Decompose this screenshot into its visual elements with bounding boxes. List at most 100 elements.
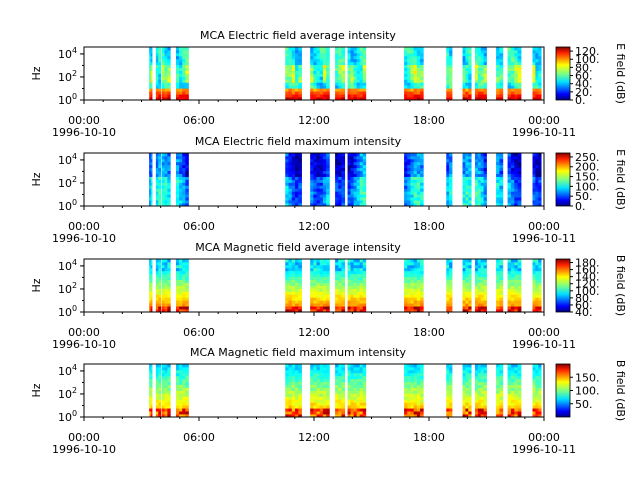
spectrogram-cell xyxy=(319,67,324,71)
spectrogram-cell xyxy=(341,387,346,391)
spectrogram-cell xyxy=(149,52,152,57)
spectrogram-cell xyxy=(446,58,450,63)
spectrogram-cell xyxy=(176,85,180,89)
spectrogram-cell xyxy=(182,82,186,86)
spectrogram-cell xyxy=(483,276,487,281)
spectrogram-cell xyxy=(316,158,321,163)
spectrogram-cell xyxy=(185,405,189,409)
spectrogram-cell xyxy=(298,97,302,101)
spectrogram-cell xyxy=(535,364,539,368)
spectrogram-cell xyxy=(313,306,317,310)
spectrogram-cell xyxy=(182,402,186,406)
spectrogram-cell xyxy=(341,279,346,283)
spectrogram-cell xyxy=(295,203,299,207)
spectrogram-cell xyxy=(161,384,165,388)
spectrogram-cell xyxy=(538,291,542,295)
spectrogram-cell xyxy=(510,185,515,189)
spectrogram-cell xyxy=(449,279,453,283)
spectrogram-cell xyxy=(326,82,330,86)
spectrogram-cell xyxy=(475,273,479,278)
spectrogram-cell xyxy=(179,52,183,57)
spectrogram-cell xyxy=(449,185,453,189)
spectrogram-cell xyxy=(149,73,152,77)
spectrogram-cell xyxy=(182,194,186,198)
spectrogram-cell xyxy=(161,200,165,204)
spectrogram-cell xyxy=(161,203,165,207)
spectrogram-cell xyxy=(335,387,339,391)
spectrogram-cell xyxy=(496,153,500,157)
spectrogram-cell xyxy=(507,58,512,63)
spectrogram-cell xyxy=(535,288,539,292)
spectrogram-cell xyxy=(480,203,485,207)
spectrogram-cell xyxy=(538,58,542,63)
spectrogram-cell xyxy=(404,303,408,307)
spectrogram-cell xyxy=(468,155,472,160)
spectrogram-cell xyxy=(356,52,361,57)
spectrogram-cell xyxy=(510,197,515,201)
spectrogram-cell xyxy=(335,155,339,160)
spectrogram-cell xyxy=(155,164,159,169)
spectrogram-cell xyxy=(326,369,330,374)
spectrogram-cell xyxy=(475,61,479,66)
spectrogram-cell xyxy=(517,306,522,310)
spectrogram-cell xyxy=(338,276,342,281)
spectrogram-cell xyxy=(468,288,472,292)
spectrogram-cell xyxy=(288,52,293,57)
x-tick-label: 00:00 xyxy=(68,431,100,444)
spectrogram-cell xyxy=(164,191,168,195)
spectrogram-cell xyxy=(532,282,536,286)
spectrogram-cell xyxy=(407,390,411,394)
spectrogram-cell xyxy=(538,267,542,272)
spectrogram-cell xyxy=(446,378,450,383)
spectrogram-cell xyxy=(158,164,162,169)
spectrogram-cell xyxy=(416,279,421,283)
spectrogram-cell xyxy=(285,303,289,307)
spectrogram-cell xyxy=(353,414,358,418)
spectrogram-cell xyxy=(413,384,418,388)
spectrogram-cell xyxy=(341,411,346,415)
spectrogram-cell xyxy=(410,291,415,295)
spectrogram-cell xyxy=(285,194,289,198)
spectrogram-cell xyxy=(179,47,183,51)
spectrogram-cell xyxy=(446,179,450,183)
spectrogram-cell xyxy=(465,381,469,386)
spectrogram-cell xyxy=(410,267,415,272)
spectrogram-cell xyxy=(462,300,466,304)
spectrogram-cell xyxy=(462,288,466,292)
spectrogram-cell xyxy=(468,170,472,175)
spectrogram-cell xyxy=(185,64,189,69)
spectrogram-cell xyxy=(326,58,330,63)
spectrogram-cell xyxy=(176,88,180,92)
spectrogram-cell xyxy=(362,58,367,63)
spectrogram-cell xyxy=(291,194,296,198)
spectrogram-cell xyxy=(407,203,411,207)
spectrogram-cell xyxy=(150,273,153,278)
spectrogram-cell xyxy=(326,387,330,391)
spectrogram-cell xyxy=(179,182,183,186)
chart-title: MCA Electric field maximum intensity xyxy=(195,135,402,148)
spectrogram-cell xyxy=(480,179,485,183)
spectrogram-cell xyxy=(347,153,351,157)
spectrogram-cell xyxy=(155,153,159,157)
spectrogram-cell xyxy=(150,91,153,95)
spectrogram-cell xyxy=(356,197,361,201)
spectrogram-cell xyxy=(499,408,504,412)
spectrogram-cell xyxy=(517,194,522,198)
spectrogram-cell xyxy=(538,375,542,380)
spectrogram-cell xyxy=(341,384,346,388)
spectrogram-cell xyxy=(161,79,165,83)
spectrogram-cell xyxy=(319,378,324,383)
spectrogram-cell xyxy=(413,61,418,66)
spectrogram-cell xyxy=(356,270,361,275)
spectrogram-cell xyxy=(341,390,346,394)
spectrogram-cell xyxy=(477,200,482,204)
spectrogram-cell xyxy=(347,309,351,313)
spectrogram-cell xyxy=(359,288,364,292)
spectrogram-cell xyxy=(446,276,450,281)
spectrogram-cell xyxy=(446,88,450,92)
spectrogram-cell xyxy=(362,167,367,172)
spectrogram-cell xyxy=(185,155,189,160)
spectrogram-cell xyxy=(462,47,466,51)
spectrogram-cell xyxy=(316,79,321,83)
spectrogram-cell xyxy=(291,155,296,160)
